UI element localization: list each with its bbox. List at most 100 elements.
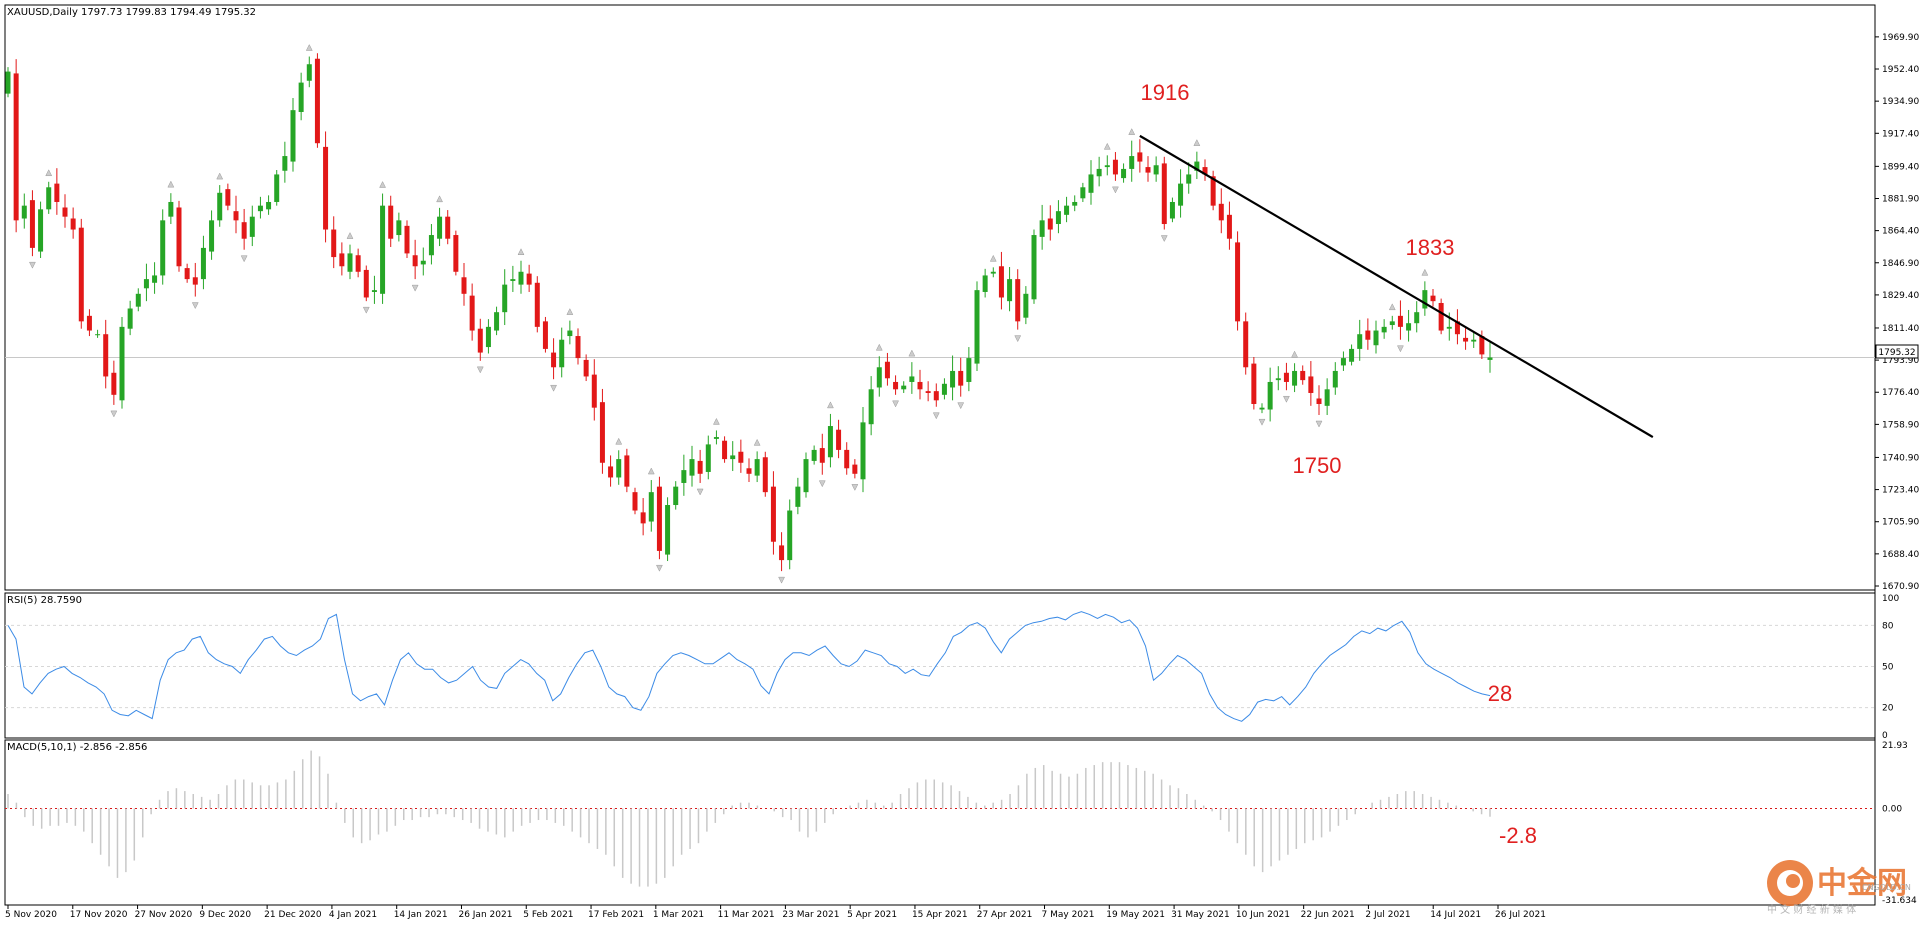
candle-body: [1235, 242, 1241, 322]
candlestick: [534, 276, 540, 333]
candle-body: [1340, 358, 1346, 366]
candlestick: [192, 262, 198, 297]
candle-body: [803, 459, 809, 493]
candlestick: [371, 275, 377, 304]
candlestick: [86, 309, 92, 337]
candlestick: [1088, 160, 1094, 205]
candle-body: [1308, 376, 1314, 393]
candlestick: [1332, 362, 1338, 395]
time-tick-label: 27 Nov 2020: [135, 910, 193, 920]
candle-body: [355, 255, 361, 272]
candle-body: [1161, 163, 1167, 225]
fractal-up-marker: [1421, 268, 1429, 276]
fractal-up-marker: [566, 308, 574, 315]
candle-body: [404, 225, 410, 254]
watermark-tagline: 中 文 财 经 新 媒 体: [1767, 903, 1856, 916]
macd-histogram: 21.93 0.00 -31.634: [5, 741, 1917, 906]
fractal-down-marker: [656, 564, 663, 572]
candle-body: [705, 444, 711, 472]
candlestick: [852, 459, 858, 479]
fractal-up-marker: [1103, 142, 1111, 150]
descending-trendline[interactable]: [1139, 134, 1654, 439]
candlestick: [1300, 365, 1306, 385]
candle-body: [1007, 279, 1013, 302]
fractal-up-marker: [1388, 303, 1396, 311]
candle-body: [200, 247, 206, 280]
candle-body: [616, 459, 622, 478]
candle-body: [160, 220, 166, 276]
candlestick: [323, 131, 329, 243]
candlestick: [1137, 139, 1143, 173]
candlestick: [705, 435, 711, 480]
time-tick-label: 4 Jan 2021: [329, 910, 377, 920]
candle-body: [681, 470, 687, 483]
candlestick: [78, 218, 84, 329]
candlestick: [811, 445, 817, 465]
candlestick: [1202, 159, 1208, 181]
time-tick-label: 5 Nov 2020: [5, 910, 57, 920]
panel-frame-1: [4, 592, 1876, 739]
candle-body: [249, 216, 255, 237]
candle-body: [225, 189, 231, 206]
candle-body: [754, 459, 760, 476]
candlestick: [95, 329, 101, 338]
candlestick: [396, 212, 402, 242]
current-price-tag: 1795.32: [1875, 344, 1919, 359]
candlestick: [901, 381, 907, 393]
candlestick: [844, 442, 850, 475]
macd-tick-label: 0.00: [1882, 804, 1902, 814]
fractal-up-marker: [713, 417, 720, 425]
candle-body: [1267, 381, 1273, 410]
candlestick: [54, 168, 60, 215]
candle-body: [1178, 183, 1184, 206]
candle-body: [1186, 174, 1192, 184]
candle-body: [1430, 295, 1436, 302]
candle-body: [1015, 279, 1021, 322]
candlestick: [184, 263, 190, 283]
time-tick-label: 14 Jul 2021: [1430, 910, 1481, 920]
candlestick: [1218, 188, 1224, 234]
candlestick: [665, 497, 671, 562]
candle-body: [437, 216, 443, 239]
annotation-lower-high: 1833: [1406, 235, 1455, 260]
candle-body: [697, 460, 703, 474]
price-tick-label: 1705.90: [1882, 518, 1919, 528]
time-tick-label: 10 Jun 2021: [1236, 910, 1290, 920]
price-tick-label: 1740.90: [1882, 453, 1919, 463]
candlestick: [1471, 332, 1477, 348]
candlestick: [551, 338, 557, 380]
price-tick-label: 1793.90: [1882, 356, 1919, 366]
candle-body: [844, 449, 850, 469]
candle-body: [1047, 218, 1053, 230]
candle-body: [632, 492, 638, 511]
candle-body: [1112, 159, 1118, 175]
candle-body: [673, 486, 679, 506]
candlestick: [5, 67, 11, 98]
candlestick: [469, 283, 475, 341]
candle-body: [836, 429, 842, 450]
cngold-watermark: 中金网 CNGOLD.CN 中 文 财 经 新 媒 体: [1767, 860, 1911, 916]
candlestick: [1039, 204, 1045, 250]
annotation-low: 1750: [1293, 453, 1342, 478]
candle-body: [893, 381, 899, 390]
candle-body: [1487, 357, 1493, 360]
time-tick-label: 5 Apr 2021: [847, 910, 897, 920]
candlestick: [502, 269, 508, 326]
candlestick: [29, 190, 35, 257]
candle-body: [599, 402, 605, 463]
candlestick: [111, 360, 117, 405]
candlestick: [298, 72, 304, 121]
candle-body: [1332, 370, 1338, 388]
symbol-title: XAUUSD,Daily 1797.73 1799.83 1794.49 179…: [7, 7, 256, 18]
candlestick: [1055, 200, 1061, 234]
candlestick: [656, 476, 662, 560]
time-tick-label: 15 Apr 2021: [912, 910, 968, 920]
rsi-series: 100 80 50 20 0: [5, 594, 1899, 741]
candle-body: [917, 381, 923, 390]
candle-body: [1349, 348, 1355, 362]
time-tick-label: 1 Mar 2021: [653, 910, 704, 920]
candlestick: [1226, 201, 1232, 250]
candle-body: [1422, 290, 1428, 309]
candle-body: [453, 235, 459, 272]
candlestick: [998, 251, 1004, 310]
